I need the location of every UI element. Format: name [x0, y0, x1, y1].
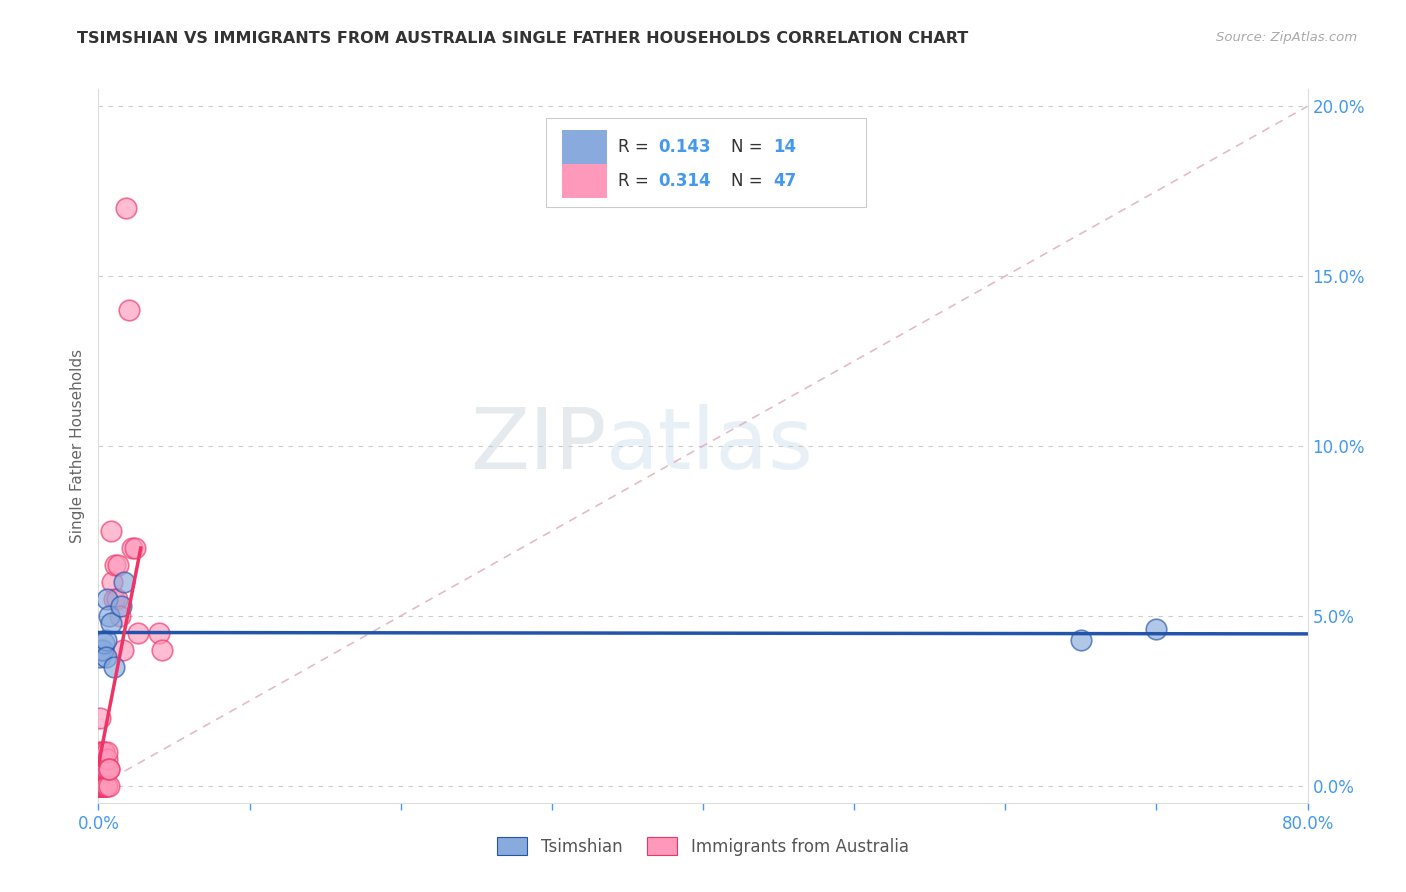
Text: R =: R =	[619, 172, 654, 190]
Point	[124, 541, 146, 555]
Point	[100, 524, 122, 538]
Point	[103, 660, 125, 674]
Text: TSIMSHIAN VS IMMIGRANTS FROM AUSTRALIA SINGLE FATHER HOUSEHOLDS CORRELATION CHAR: TSIMSHIAN VS IMMIGRANTS FROM AUSTRALIA S…	[77, 31, 969, 46]
Text: N =: N =	[731, 172, 768, 190]
Point	[87, 779, 110, 793]
Point	[91, 762, 114, 776]
Point	[93, 762, 115, 776]
Point	[104, 558, 127, 572]
Text: N =: N =	[731, 138, 768, 156]
Point	[107, 558, 129, 572]
Point	[89, 762, 111, 776]
Point	[114, 201, 136, 215]
Text: ZIP: ZIP	[470, 404, 606, 488]
FancyBboxPatch shape	[546, 118, 866, 207]
Point	[91, 762, 114, 776]
Point	[91, 779, 114, 793]
Text: 0.314: 0.314	[658, 172, 711, 190]
Point	[94, 779, 117, 793]
Point	[100, 615, 122, 630]
Point	[110, 599, 132, 613]
Point	[91, 779, 114, 793]
Point	[108, 608, 131, 623]
Point	[112, 574, 135, 589]
Point	[111, 643, 134, 657]
Point	[94, 779, 117, 793]
Point	[98, 762, 121, 776]
Text: R =: R =	[619, 138, 654, 156]
Point	[1070, 632, 1092, 647]
Point	[150, 643, 173, 657]
Point	[87, 779, 110, 793]
Point	[98, 779, 121, 793]
Point	[103, 591, 125, 606]
Point	[1144, 623, 1167, 637]
Point	[105, 591, 128, 606]
Point	[90, 762, 112, 776]
Text: atlas: atlas	[606, 404, 814, 488]
Point	[118, 303, 141, 318]
Point	[96, 745, 118, 759]
Point	[96, 591, 118, 606]
Point	[94, 762, 117, 776]
Point	[89, 779, 111, 793]
Point	[96, 779, 118, 793]
Y-axis label: Single Father Households: Single Father Households	[69, 349, 84, 543]
Point	[90, 745, 112, 759]
Point	[148, 626, 170, 640]
Point	[101, 574, 124, 589]
Point	[93, 636, 115, 650]
Bar	[561, 130, 607, 164]
Point	[98, 762, 121, 776]
Point	[96, 762, 118, 776]
Point	[93, 779, 115, 793]
Text: 14: 14	[773, 138, 796, 156]
Point	[121, 541, 143, 555]
Point	[96, 751, 118, 765]
Point	[90, 779, 112, 793]
Text: 47: 47	[773, 172, 796, 190]
Point	[94, 762, 117, 776]
Point	[90, 779, 112, 793]
Legend: Tsimshian, Immigrants from Australia: Tsimshian, Immigrants from Australia	[491, 830, 915, 863]
Point	[93, 745, 115, 759]
Point	[94, 632, 117, 647]
Point	[90, 643, 112, 657]
Point	[87, 762, 110, 776]
Point	[98, 608, 121, 623]
Point	[127, 626, 149, 640]
Point	[94, 649, 117, 664]
Point	[89, 745, 111, 759]
Bar	[561, 164, 607, 198]
Point	[91, 643, 114, 657]
Point	[89, 649, 111, 664]
Text: 0.143: 0.143	[658, 138, 711, 156]
Point	[89, 711, 111, 725]
Point	[89, 779, 111, 793]
Point	[93, 745, 115, 759]
Point	[91, 751, 114, 765]
Text: Source: ZipAtlas.com: Source: ZipAtlas.com	[1216, 31, 1357, 45]
